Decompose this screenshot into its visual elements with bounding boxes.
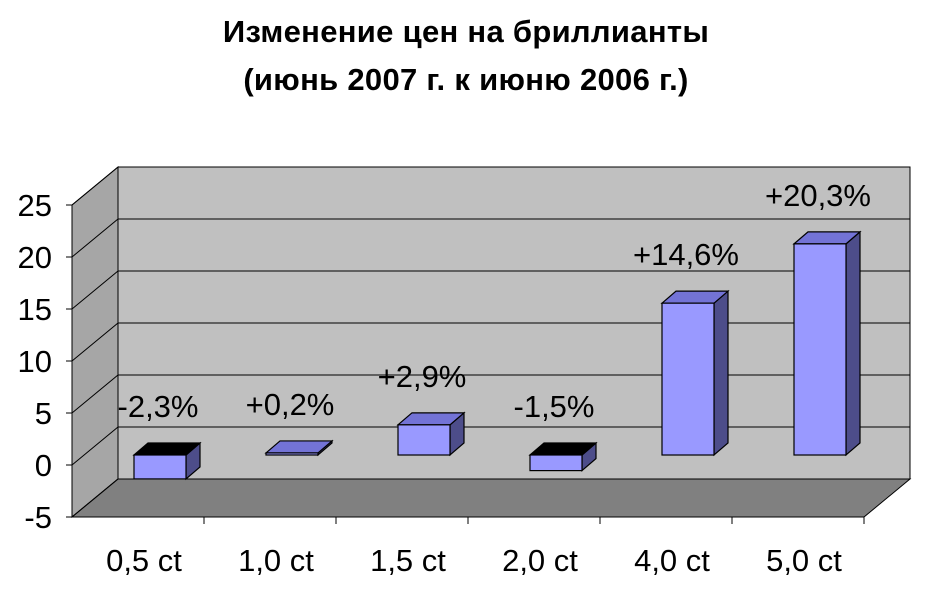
floor xyxy=(70,478,912,518)
x-tick-label: 1,0 ct xyxy=(238,543,314,578)
bar-front xyxy=(661,302,715,456)
y-tick-label: 20 xyxy=(18,240,52,275)
x-tick-label: 2,0 ct xyxy=(502,543,578,578)
gridline xyxy=(71,218,910,258)
gridline xyxy=(71,374,910,414)
chart-title: Изменение цен на бриллианты xyxy=(222,14,710,49)
bar xyxy=(264,439,334,457)
chart-subtitle: (июнь 2007 г. к июню 2006 г.) xyxy=(243,62,689,97)
bar-side xyxy=(845,230,861,457)
y-tick-label: 10 xyxy=(18,344,52,379)
bar xyxy=(396,411,466,457)
gridline xyxy=(71,166,910,206)
bar xyxy=(792,230,862,457)
gridlines xyxy=(71,166,910,518)
y-tick-label: 15 xyxy=(18,292,52,327)
y-tick-label: 0 xyxy=(35,448,52,483)
gridline xyxy=(71,478,910,518)
bar xyxy=(660,289,730,457)
bars xyxy=(132,230,862,481)
data-label: -2,3% xyxy=(118,389,199,424)
x-tick-label: 1,5 ct xyxy=(370,543,446,578)
bar-front xyxy=(133,454,187,480)
data-labels: -2,3% +0,2% +2,9% -1,5% +14,6% +20,3% xyxy=(118,178,872,424)
y-tick-label: 5 xyxy=(35,396,52,431)
axes: -5 0 5 10 15 20 25 0,5 ct 1,0 ct 1,5 ct 2,0 ct 4,0 … xyxy=(18,188,865,578)
x-tick-label: 4,0 ct xyxy=(634,543,710,578)
gridline xyxy=(71,322,910,362)
gridline xyxy=(71,426,910,466)
bar xyxy=(132,441,202,481)
x-tick-label: 5,0 ct xyxy=(766,543,842,578)
data-label: +2,9% xyxy=(378,359,467,394)
gridline xyxy=(71,270,910,310)
data-label: +20,3% xyxy=(765,178,871,213)
y-tick-label: -5 xyxy=(24,500,52,535)
bar xyxy=(528,441,598,472)
data-label: +14,6% xyxy=(633,237,739,272)
bar-front xyxy=(397,424,451,456)
data-label: +0,2% xyxy=(246,387,335,422)
bar-front xyxy=(793,243,847,456)
bar-front xyxy=(265,452,319,456)
bar-side xyxy=(713,289,729,457)
data-label: -1,5% xyxy=(514,389,595,424)
y-tick-label: 25 xyxy=(18,188,52,223)
bar-front xyxy=(529,454,583,472)
x-tick-label: 0,5 ct xyxy=(106,543,182,578)
